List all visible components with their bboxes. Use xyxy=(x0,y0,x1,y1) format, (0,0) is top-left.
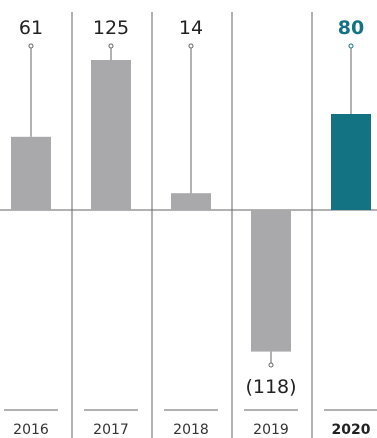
bar-2016 xyxy=(11,136,51,210)
year-label-2016: 2016 xyxy=(13,422,49,438)
bars xyxy=(11,60,371,352)
bar-2018 xyxy=(171,193,211,210)
value-label-2020: 80 xyxy=(338,17,364,39)
bar-2017 xyxy=(91,60,131,210)
column-dividers xyxy=(71,12,313,438)
leader-dot-2018 xyxy=(188,43,194,49)
value-label-2019: (118) xyxy=(245,376,296,398)
year-label-2019: 2019 xyxy=(253,422,289,438)
value-label-2016: 61 xyxy=(19,17,43,39)
value-label-2018: 14 xyxy=(179,17,203,39)
leader-dot-2016 xyxy=(28,43,34,49)
year-label-2020: 2020 xyxy=(332,422,371,438)
leader-lines xyxy=(28,43,354,368)
bar-2020 xyxy=(331,114,371,210)
leader-dot-2019 xyxy=(268,362,274,368)
leader-dot-2017 xyxy=(108,43,114,49)
bar-2019 xyxy=(251,210,291,352)
year-labels: 2016 2017 2018 2019 2020 xyxy=(4,409,377,438)
year-label-2017: 2017 xyxy=(93,422,129,438)
value-labels: 61 125 14 (118) 80 xyxy=(19,17,364,398)
year-label-2018: 2018 xyxy=(173,422,209,438)
leader-dot-2020 xyxy=(348,43,354,49)
value-label-2017: 125 xyxy=(93,17,129,39)
